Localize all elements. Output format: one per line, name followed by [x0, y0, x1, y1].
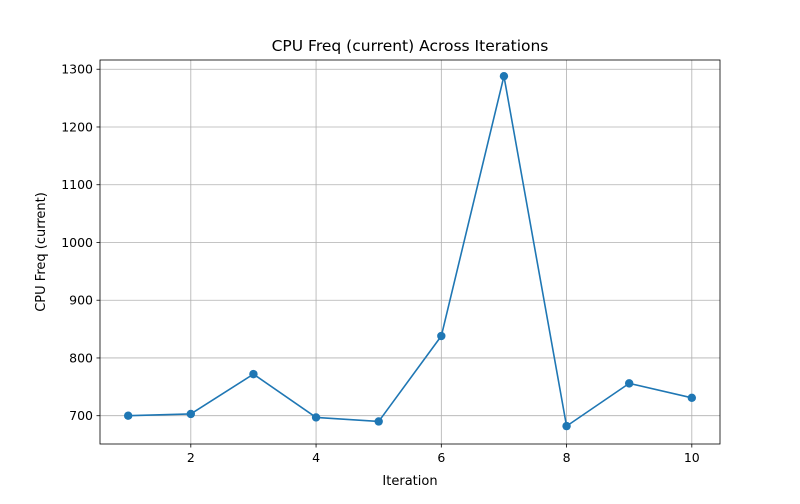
y-tick-label: 800	[69, 350, 93, 365]
y-tick-label: 1100	[61, 177, 93, 192]
data-point	[499, 71, 509, 81]
data-point	[624, 379, 634, 388]
data-point	[437, 331, 446, 341]
y-axis-label: CPU Freq (current)	[34, 192, 49, 312]
y-axis-ticks: 700 800 900 1000 1100 1200 1300	[61, 62, 100, 423]
y-tick-label: 1000	[61, 235, 93, 250]
grid	[100, 60, 720, 444]
data-point	[687, 393, 697, 403]
y-tick-label: 1200	[61, 119, 93, 134]
x-tick-label: 2	[187, 450, 195, 465]
x-axis-label: Iteration	[382, 474, 437, 489]
series-line	[128, 75, 692, 427]
data-point	[374, 417, 383, 426]
x-tick-label: 6	[437, 450, 445, 465]
data-point	[123, 411, 133, 420]
data-point	[186, 409, 196, 419]
y-tick-label: 700	[69, 408, 93, 423]
x-axis-ticks: 2 4 6 8 10	[187, 444, 700, 465]
x-tick-label: 4	[312, 450, 320, 465]
data-point	[311, 413, 321, 422]
series-markers	[123, 71, 697, 431]
y-tick-label: 900	[69, 293, 93, 308]
data-point	[562, 421, 571, 431]
chart-title: CPU Freq (current) Across Iterations	[272, 37, 549, 55]
y-tick-label: 1300	[61, 62, 93, 77]
x-tick-label: 8	[563, 450, 571, 465]
plot-area-frame	[99, 59, 721, 445]
x-tick-label: 10	[684, 450, 700, 465]
data-point	[249, 369, 258, 379]
series-lines	[128, 75, 692, 427]
